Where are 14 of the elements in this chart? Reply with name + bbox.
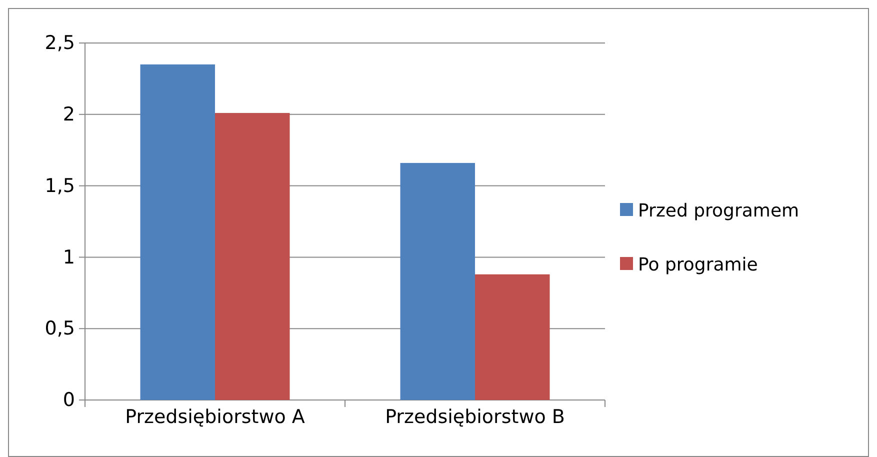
legend-label: Przed programem xyxy=(638,200,800,222)
bar xyxy=(400,162,475,400)
y-tick-label: 2 xyxy=(62,103,75,126)
bar xyxy=(140,64,215,400)
x-tick-label: Przedsiębiorstwo B xyxy=(385,406,565,428)
y-tick-label: 1,5 xyxy=(44,174,75,197)
y-tick-label: 0 xyxy=(62,389,75,412)
bar xyxy=(475,274,550,400)
y-tick-label: 2,5 xyxy=(44,32,75,54)
legend-label: Po programie xyxy=(638,254,758,276)
y-tick-label: 0,5 xyxy=(44,318,75,340)
y-tick-label: 1 xyxy=(62,246,75,268)
x-tick-label: Przedsiębiorstwo A xyxy=(125,406,305,428)
bar xyxy=(215,112,290,400)
